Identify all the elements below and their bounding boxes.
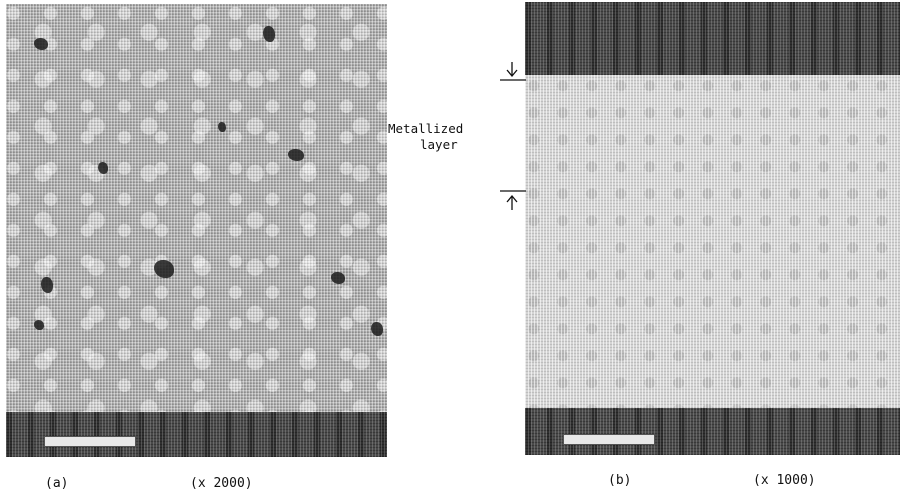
metallized-layer-annotation: Metallized layer <box>388 121 463 153</box>
panel-b-magnification: (x 1000) <box>753 473 816 488</box>
pore <box>288 149 304 161</box>
pore <box>154 260 174 278</box>
panel-b-label: (b) <box>608 473 632 488</box>
pore <box>41 277 53 293</box>
pore <box>371 322 383 336</box>
annotation-line1: Metallized <box>388 121 464 136</box>
pore <box>218 122 226 132</box>
micrograph-a-surface <box>6 4 387 412</box>
scale-bar <box>44 436 136 447</box>
pore <box>34 320 44 330</box>
micrograph-b-databar <box>525 408 900 455</box>
micrograph-a <box>6 4 387 457</box>
pore <box>98 162 108 174</box>
micrograph-b-substrate <box>525 2 900 75</box>
micrograph-b-metallized-layer <box>525 75 900 408</box>
thickness-arrows <box>500 62 526 210</box>
panel-a-magnification: (x 2000) <box>190 476 253 491</box>
annotation-line2: layer <box>420 137 458 152</box>
micrograph-b <box>525 2 900 455</box>
scale-bar <box>563 434 655 445</box>
micrograph-a-databar <box>6 412 387 457</box>
pore <box>34 38 48 50</box>
pore <box>331 272 345 284</box>
pore <box>263 26 275 42</box>
panel-a-label: (a) <box>45 476 69 491</box>
